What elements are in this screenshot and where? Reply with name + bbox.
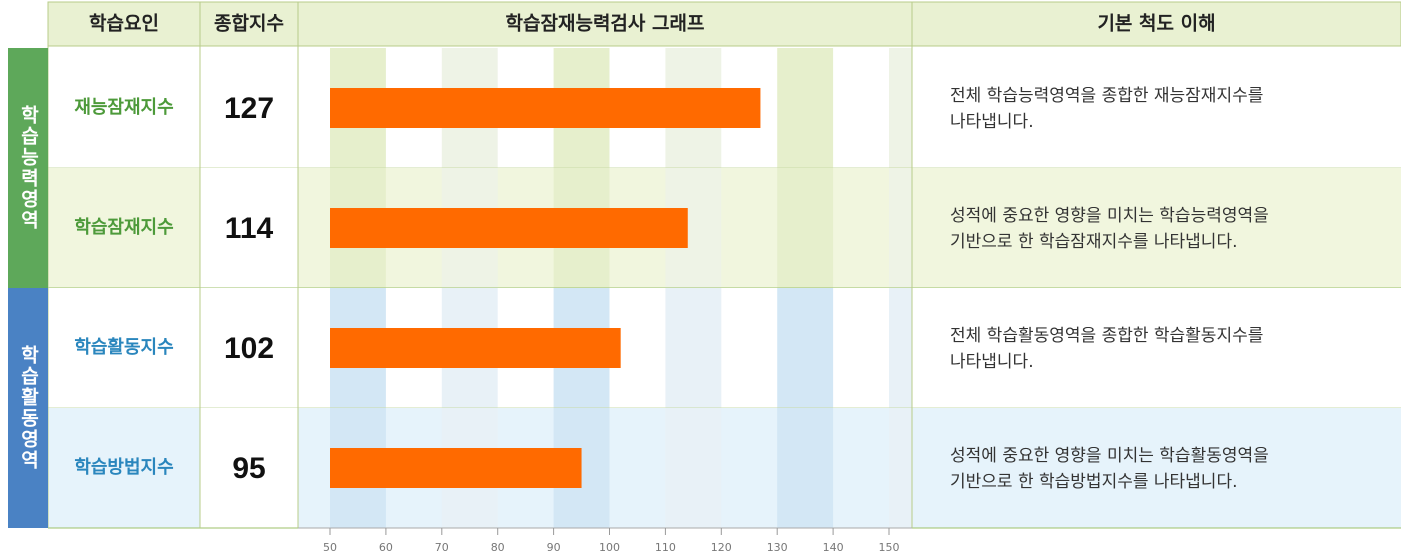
bar (330, 88, 761, 128)
score-cell (200, 288, 298, 408)
score-cell (200, 408, 298, 528)
description: 기반으로 한 학습잠재지수를 나타냅니다. (950, 232, 1238, 252)
x-tick-label: 90 (547, 541, 561, 554)
x-tick-label: 100 (599, 541, 620, 554)
group-cell (8, 48, 48, 288)
x-tick-label: 140 (823, 541, 844, 554)
header-bg (47, 1, 1401, 47)
band (665, 408, 722, 528)
row-name: 학습잠재지수 (74, 216, 173, 238)
band (889, 408, 912, 528)
x-tick-label: 60 (379, 541, 393, 554)
description: 전체 학습활동영역을 종합한 학습활동지수를 (950, 326, 1263, 346)
band (889, 288, 912, 408)
x-tick-label: 120 (711, 541, 732, 554)
row-name: 재능잠재지수 (74, 97, 173, 118)
header-cell: 기본 척도 이해 (1097, 13, 1215, 35)
score-cell (200, 48, 298, 168)
score: 102 (224, 332, 274, 365)
x-tick-label: 110 (655, 541, 676, 554)
header-cell: 학습잠재능력검사 그래프 (506, 13, 705, 35)
band (889, 48, 912, 168)
header-cell: 학습요인 (89, 13, 159, 35)
group-cell (8, 288, 48, 528)
score-cell (200, 168, 298, 288)
score: 127 (224, 92, 274, 125)
band (777, 168, 834, 288)
band (665, 288, 722, 408)
x-tick-label: 50 (323, 541, 337, 554)
description: 나타냅니다. (950, 112, 1034, 132)
group-label: 학습능력영역 (18, 105, 40, 231)
description: 기반으로 한 학습방법지수를 나타냅니다. (950, 472, 1238, 492)
bar (330, 448, 582, 488)
bar (330, 328, 621, 368)
header-cell: 종합지수 (214, 13, 284, 35)
description: 전체 학습능력영역을 종합한 재능잠재지수를 (950, 86, 1263, 106)
band (777, 48, 834, 168)
description: 성적에 중요한 영향을 미치는 학습활동영역을 (950, 446, 1269, 466)
score: 114 (225, 212, 274, 245)
group-label: 학습활동영역 (18, 345, 40, 471)
description: 성적에 중요한 영향을 미치는 학습능력영역을 (950, 206, 1269, 226)
description: 나타냅니다. (950, 352, 1034, 372)
band (889, 168, 912, 288)
x-tick-label: 70 (435, 541, 449, 554)
bar (330, 208, 688, 248)
x-tick-label: 150 (879, 541, 900, 554)
score: 95 (232, 452, 265, 485)
x-tick-label: 80 (491, 541, 505, 554)
row-name: 학습활동지수 (74, 336, 173, 358)
x-tick-label: 130 (767, 541, 788, 554)
band (777, 288, 834, 408)
band (777, 408, 834, 528)
row-name: 학습방법지수 (74, 456, 173, 478)
